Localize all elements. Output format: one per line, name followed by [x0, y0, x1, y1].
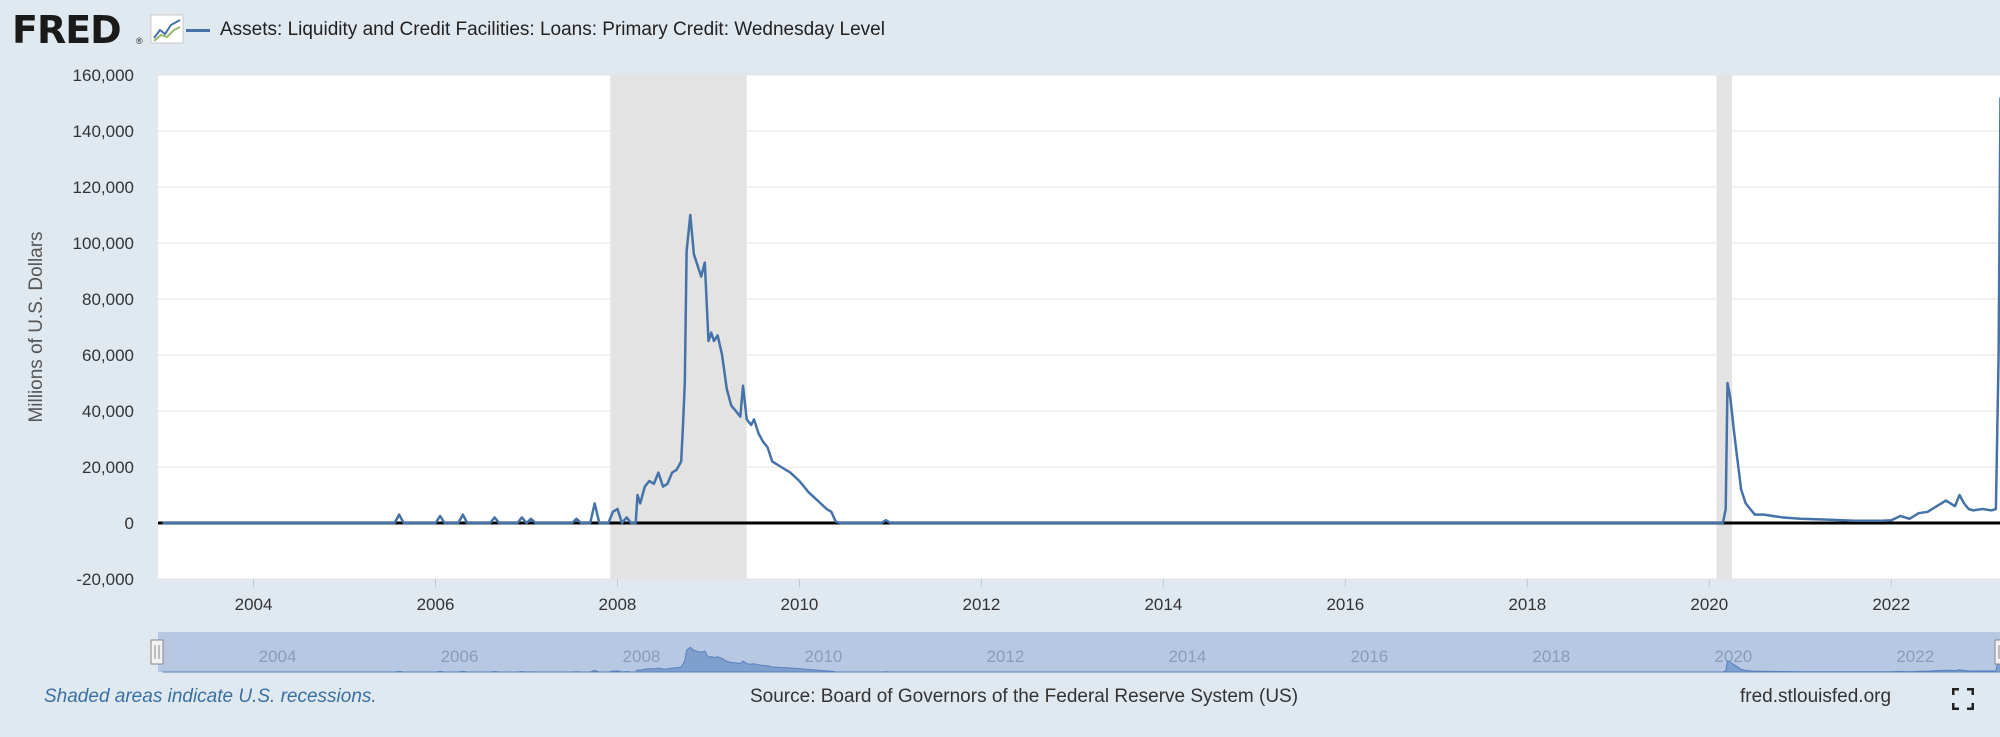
recession-band-0 [610, 75, 747, 579]
recession-shading-layer [610, 75, 1733, 579]
recession-note: Shaded areas indicate U.S. recessions. [44, 686, 377, 707]
series-line-0 [162, 97, 2000, 525]
y-tick-label: -20,000 [76, 570, 134, 589]
x-tick-label: 2014 [1144, 595, 1182, 614]
navigator-tick-label: 2014 [1168, 647, 1206, 666]
navigator-tick-labels: 2004 2006 2008 2010 2012 2014 2016 2018 2020 2022 [259, 647, 1935, 666]
y-tick-label: 80,000 [82, 290, 134, 309]
y-tick-label: 160,000 [73, 66, 134, 85]
y-axis-title: Millions of U.S. Dollars [26, 231, 47, 422]
grid-layer [158, 74, 2000, 580]
navigator-tick-label: 2022 [1896, 647, 1934, 666]
fred-logo[interactable]: FRED ® [12, 8, 184, 52]
navigator-tick-label: 2004 [259, 647, 297, 666]
x-tick-label: 2008 [599, 595, 637, 614]
navigator-area [162, 637, 2000, 673]
fullscreen-icon[interactable] [1952, 688, 1974, 710]
site-link[interactable]: fred.stlouisfed.org [1740, 686, 1892, 707]
x-tick-label: 2006 [417, 595, 455, 614]
navigator-tick-label: 2018 [1532, 647, 1570, 666]
navigator-tick-label: 2006 [441, 647, 479, 666]
plot-background [158, 75, 2000, 579]
x-tick-label: 2004 [235, 595, 273, 614]
fred-logo-text: FRED [12, 8, 122, 52]
source-note: Source: Board of Governors of the Federa… [750, 686, 1299, 707]
y-tick-label: 140,000 [73, 122, 134, 141]
y-tick-label: 120,000 [73, 178, 134, 197]
navigator-tick-label: 2020 [1714, 647, 1752, 666]
x-tick-label: 2022 [1872, 595, 1910, 614]
x-tick-label: 2012 [963, 595, 1001, 614]
legend-label: Assets: Liquidity and Credit Facilities:… [220, 19, 885, 40]
y-tick-label: 0 [125, 514, 134, 533]
range-navigator[interactable]: 2004 2006 2008 2010 2012 2014 2016 2018 2020 2022 [150, 632, 2000, 673]
y-tick-label: 20,000 [82, 458, 134, 477]
y-tick-label: 100,000 [73, 234, 134, 253]
registered-mark: ® [136, 36, 143, 46]
x-tick-label: 2016 [1326, 595, 1364, 614]
x-tick-label: 2010 [781, 595, 819, 614]
navigator-tick-label: 2008 [623, 647, 661, 666]
navigator-left-handle[interactable] [150, 639, 164, 665]
legend-swatch [186, 28, 210, 32]
navigator-tick-label: 2012 [987, 647, 1025, 666]
navigator-background [158, 632, 2000, 672]
y-tick-label: 40,000 [82, 402, 134, 421]
y-tick-label: 60,000 [82, 346, 134, 365]
line-chart-icon [150, 14, 184, 44]
y-axis-tick-labels: -20,000 0 20,000 40,000 60,000 80,000 100,000 1… [73, 66, 134, 589]
x-tick-label: 2020 [1690, 595, 1728, 614]
x-axis-tick-labels: 2004 2006 2008 2010 2012 2014 2016 2018 2020 2022 [235, 579, 1910, 614]
navigator-tick-label: 2016 [1350, 647, 1388, 666]
x-tick-label: 2018 [1508, 595, 1546, 614]
navigator-right-handle[interactable] [1994, 639, 2000, 665]
recession-band-1 [1716, 75, 1733, 579]
chart-legend: Assets: Liquidity and Credit Facilities:… [186, 18, 885, 42]
series-layer [158, 97, 2000, 525]
navigator-tick-label: 2010 [805, 647, 843, 666]
